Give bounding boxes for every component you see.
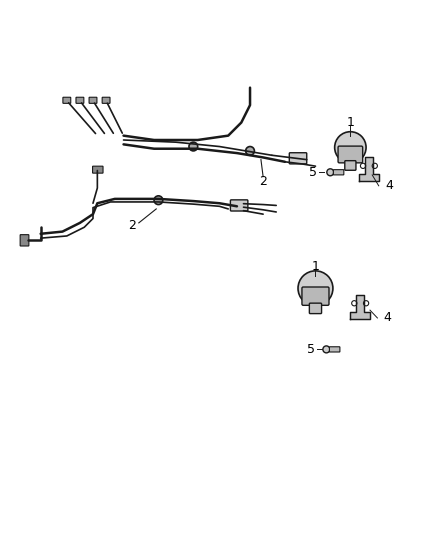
Polygon shape [358,157,378,181]
FancyBboxPatch shape [230,200,247,211]
FancyBboxPatch shape [309,303,321,313]
Circle shape [154,196,162,205]
Circle shape [326,169,333,176]
Text: 4: 4 [385,179,393,192]
Text: 5: 5 [307,343,314,356]
FancyBboxPatch shape [20,235,29,246]
Text: 1: 1 [311,260,319,273]
FancyBboxPatch shape [328,347,339,352]
FancyBboxPatch shape [344,160,355,170]
Polygon shape [350,295,369,319]
FancyBboxPatch shape [289,153,306,164]
FancyBboxPatch shape [337,146,362,163]
Text: 4: 4 [383,311,391,325]
Circle shape [297,271,332,306]
Circle shape [245,147,254,155]
Text: 1: 1 [346,116,353,129]
Circle shape [322,346,329,353]
FancyBboxPatch shape [76,97,84,103]
Text: 2: 2 [258,174,266,188]
Text: 5: 5 [309,166,317,179]
Circle shape [334,132,365,163]
FancyBboxPatch shape [63,97,71,103]
FancyBboxPatch shape [92,166,103,173]
FancyBboxPatch shape [89,97,97,103]
FancyBboxPatch shape [102,97,110,103]
Text: 2: 2 [128,219,136,231]
FancyBboxPatch shape [332,169,343,175]
Circle shape [188,142,197,151]
FancyBboxPatch shape [301,287,328,305]
